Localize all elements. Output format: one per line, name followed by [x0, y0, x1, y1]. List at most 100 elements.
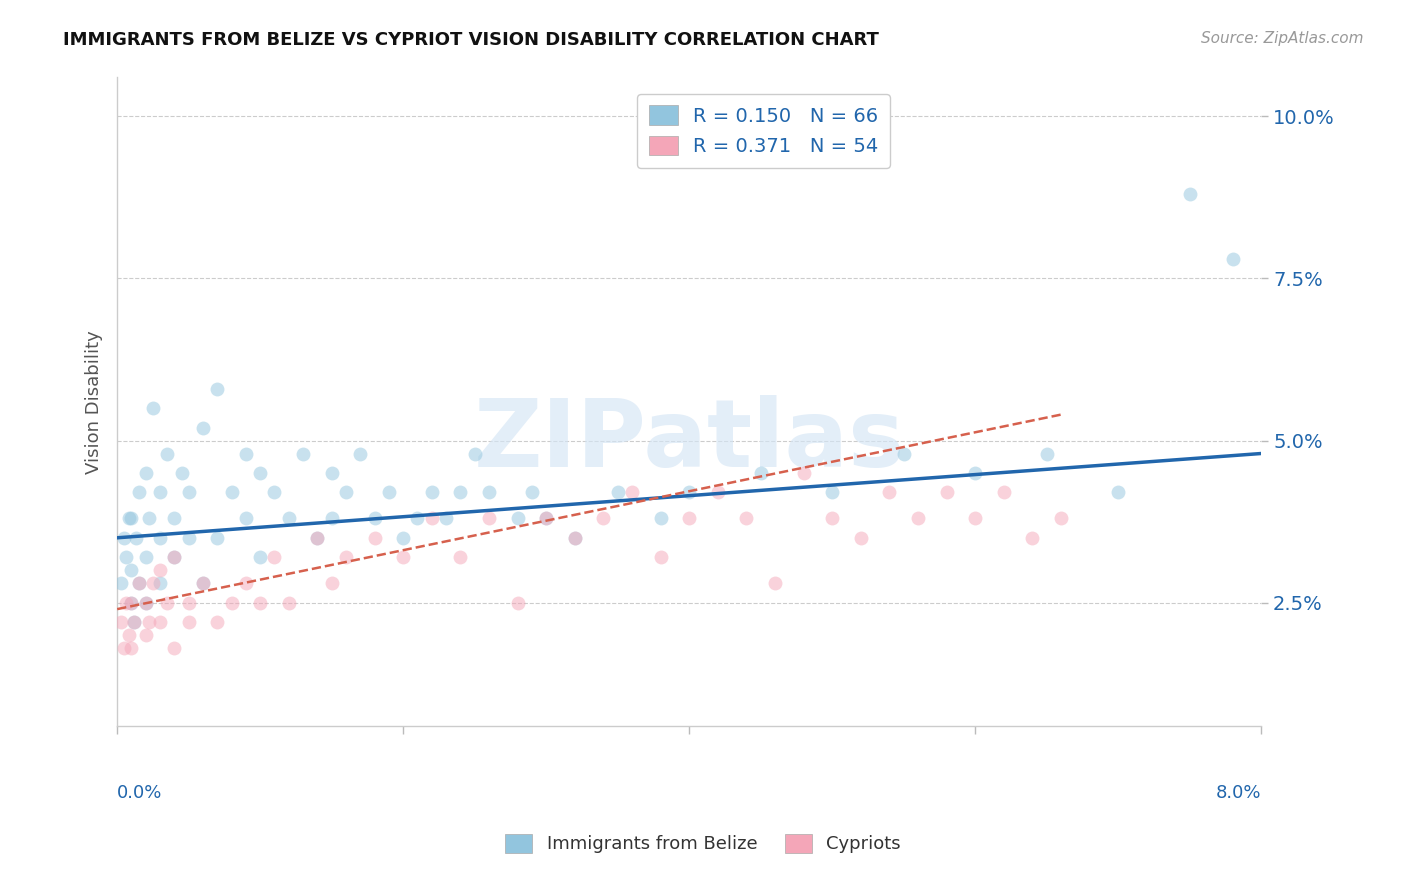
Point — [965, 466, 987, 480]
Point — [392, 531, 415, 545]
Point — [135, 550, 157, 565]
Point — [620, 485, 643, 500]
Point — [135, 466, 157, 480]
Point — [321, 466, 343, 480]
Point — [449, 485, 471, 500]
Point — [114, 596, 136, 610]
Point — [207, 382, 229, 396]
Point — [935, 485, 957, 500]
Point — [1107, 485, 1129, 500]
Point — [277, 511, 299, 525]
Point — [177, 485, 200, 500]
Point — [149, 485, 172, 500]
Point — [142, 401, 165, 416]
Point — [149, 576, 172, 591]
Point — [117, 511, 139, 525]
Point — [121, 596, 143, 610]
Text: ZIPatlas: ZIPatlas — [474, 394, 905, 486]
Point — [235, 511, 257, 525]
Point — [149, 531, 172, 545]
Y-axis label: Vision Disability: Vision Disability — [86, 330, 103, 474]
Point — [478, 511, 501, 525]
Point — [110, 615, 132, 629]
Point — [678, 485, 700, 500]
Point — [156, 446, 179, 460]
Point — [821, 485, 844, 500]
Point — [170, 466, 193, 480]
Point — [1178, 187, 1201, 202]
Point — [191, 420, 214, 434]
Point — [249, 550, 271, 565]
Point — [163, 550, 186, 565]
Point — [420, 485, 443, 500]
Point — [449, 550, 471, 565]
Point — [156, 596, 179, 610]
Point — [263, 485, 285, 500]
Point — [235, 576, 257, 591]
Point — [506, 596, 529, 610]
Point — [893, 446, 915, 460]
Point — [163, 550, 186, 565]
Point — [128, 485, 150, 500]
Point — [335, 485, 357, 500]
Point — [321, 511, 343, 525]
Point — [207, 615, 229, 629]
Point — [363, 511, 385, 525]
Text: 8.0%: 8.0% — [1216, 784, 1261, 802]
Point — [349, 446, 371, 460]
Point — [177, 615, 200, 629]
Point — [763, 576, 786, 591]
Point — [678, 511, 700, 525]
Point — [263, 550, 285, 565]
Point — [907, 511, 929, 525]
Point — [112, 531, 135, 545]
Text: Source: ZipAtlas.com: Source: ZipAtlas.com — [1201, 31, 1364, 46]
Point — [406, 511, 429, 525]
Point — [307, 531, 329, 545]
Point — [420, 511, 443, 525]
Legend: R = 0.150   N = 66, R = 0.371   N = 54: R = 0.150 N = 66, R = 0.371 N = 54 — [637, 94, 890, 168]
Point — [128, 576, 150, 591]
Point — [121, 596, 143, 610]
Point — [121, 511, 143, 525]
Point — [965, 511, 987, 525]
Text: 0.0%: 0.0% — [117, 784, 163, 802]
Point — [506, 511, 529, 525]
Point — [142, 576, 165, 591]
Point — [1222, 252, 1244, 266]
Point — [135, 596, 157, 610]
Text: IMMIGRANTS FROM BELIZE VS CYPRIOT VISION DISABILITY CORRELATION CHART: IMMIGRANTS FROM BELIZE VS CYPRIOT VISION… — [63, 31, 879, 49]
Point — [534, 511, 557, 525]
Point — [1050, 511, 1073, 525]
Point — [249, 596, 271, 610]
Point — [434, 511, 457, 525]
Point — [993, 485, 1015, 500]
Point — [135, 628, 157, 642]
Point — [124, 615, 146, 629]
Point — [749, 466, 772, 480]
Point — [478, 485, 501, 500]
Point — [821, 511, 844, 525]
Point — [849, 531, 872, 545]
Point — [128, 576, 150, 591]
Point — [534, 511, 557, 525]
Point — [307, 531, 329, 545]
Point — [110, 576, 132, 591]
Point — [163, 640, 186, 655]
Point — [1021, 531, 1043, 545]
Point — [221, 485, 243, 500]
Point — [650, 511, 672, 525]
Point — [606, 485, 628, 500]
Point — [335, 550, 357, 565]
Point — [221, 596, 243, 610]
Point — [1035, 446, 1057, 460]
Point — [735, 511, 758, 525]
Point — [464, 446, 486, 460]
Point — [124, 615, 146, 629]
Point — [149, 615, 172, 629]
Point — [378, 485, 401, 500]
Point — [564, 531, 586, 545]
Legend: Immigrants from Belize, Cypriots: Immigrants from Belize, Cypriots — [498, 827, 908, 861]
Point — [707, 485, 730, 500]
Point — [149, 563, 172, 577]
